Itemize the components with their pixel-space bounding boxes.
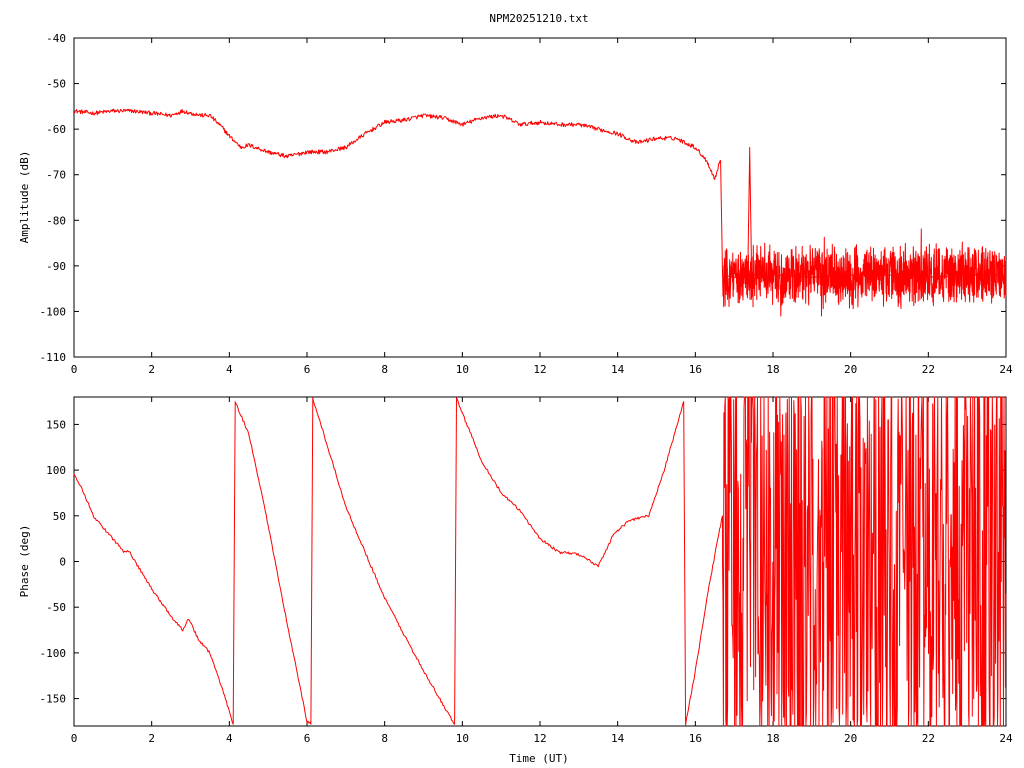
phase-x-axis: 0 2 4 6 8 10 12 14 16 18 20 22 24 <box>71 397 1013 745</box>
amplitude-y-tick-label: -40 <box>46 32 66 45</box>
phase-y-axis-label: Phase (deg) <box>18 525 31 598</box>
phase-y-tick-label: 50 <box>53 510 66 523</box>
amplitude-y-tick-label: -100 <box>40 305 67 318</box>
phase-x-tick-label: 24 <box>999 732 1013 745</box>
amplitude-x-tick-label: 16 <box>689 363 702 376</box>
phase-x-tick-label: 22 <box>922 732 935 745</box>
phase-y-tick-label: 0 <box>59 556 66 569</box>
amplitude-x-tick-label: 6 <box>304 363 311 376</box>
amplitude-x-tick-label: 18 <box>766 363 779 376</box>
amplitude-plot-frame <box>73 37 1007 358</box>
amplitude-x-tick-label: 4 <box>226 363 233 376</box>
phase-x-tick-label: 16 <box>689 732 702 745</box>
phase-noise <box>722 396 1007 727</box>
amplitude-x-tick-label: 2 <box>148 363 155 376</box>
amplitude-x-tick-label: 22 <box>922 363 935 376</box>
phase-line <box>73 397 723 726</box>
x-axis-label: Time (UT) <box>509 752 569 765</box>
amplitude-x-axis: 0 2 4 6 8 10 12 14 16 18 20 22 24 <box>71 38 1013 376</box>
amplitude-x-tick-label: 0 <box>71 363 78 376</box>
amplitude-x-tick-label: 20 <box>844 363 857 376</box>
amplitude-y-tick-label: -110 <box>40 351 67 364</box>
phase-x-tick-label: 2 <box>148 732 155 745</box>
amplitude-y-tick-label: -60 <box>46 123 66 136</box>
amplitude-y-tick-label: -90 <box>46 260 66 273</box>
phase-x-tick-label: 12 <box>533 732 546 745</box>
phase-y-tick-label: -50 <box>46 601 66 614</box>
phase-y-axis: 150 100 50 0 -50 -100 -150 <box>40 418 1006 706</box>
phase-y-tick-label: -150 <box>40 693 67 706</box>
amplitude-x-tick-label: 12 <box>533 363 546 376</box>
phase-x-tick-label: 6 <box>304 732 311 745</box>
phase-y-tick-label: -100 <box>40 647 67 660</box>
amplitude-y-tick-label: -70 <box>46 169 66 182</box>
amplitude-x-tick-label: 10 <box>456 363 469 376</box>
phase-series <box>73 396 1007 727</box>
phase-y-tick-label: 100 <box>46 464 66 477</box>
amplitude-x-tick-label: 24 <box>999 363 1013 376</box>
amplitude-y-tick-label: -50 <box>46 78 66 91</box>
amplitude-noise <box>722 228 1007 317</box>
chart-title: NPM20251210.txt <box>489 12 588 25</box>
phase-x-tick-label: 8 <box>381 732 388 745</box>
phase-panel: 0 2 4 6 8 10 12 14 16 18 20 22 24 150100500-50-100-1… <box>18 396 1013 765</box>
amplitude-x-tick-label: 14 <box>611 363 625 376</box>
phase-x-tick-label: 0 <box>71 732 78 745</box>
phase-x-tick-label: 18 <box>766 732 779 745</box>
amplitude-x-tick-label: 8 <box>381 363 388 376</box>
amplitude-y-axis-label: Amplitude (dB) <box>18 151 31 244</box>
amplitude-y-axis: -40 -50 -60 -70 -80 -90 -100 -110 <box>40 32 1006 364</box>
phase-y-tick-label: 150 <box>46 418 66 431</box>
phase-x-tick-label: 14 <box>611 732 625 745</box>
amplitude-y-tick-label: -80 <box>46 214 66 227</box>
amplitude-panel: 0 2 4 6 8 10 12 14 16 18 20 22 24 -40-50-60-70-80-90… <box>18 32 1013 376</box>
phase-x-tick-label: 4 <box>226 732 233 745</box>
phase-x-tick-label: 20 <box>844 732 857 745</box>
phase-x-tick-label: 10 <box>456 732 469 745</box>
amplitude-line <box>73 108 1006 278</box>
amplitude-series <box>73 108 1007 317</box>
